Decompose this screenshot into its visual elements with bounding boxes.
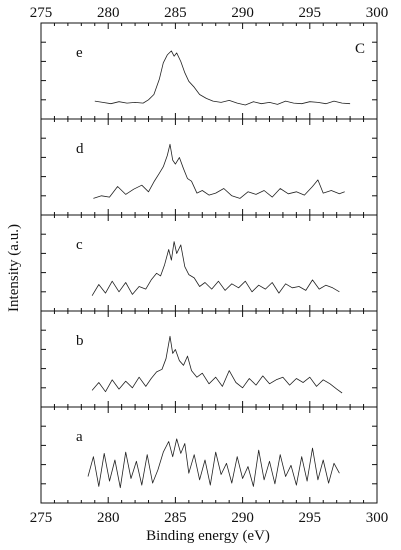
- x-axis-label: Binding energy (eV): [146, 528, 270, 544]
- x-tick-label-bottom: 275: [30, 510, 53, 526]
- panel-label-e: e: [76, 45, 83, 61]
- panel-frame-b: [40, 310, 378, 408]
- x-tick-label-top: 290: [231, 5, 254, 21]
- series-line-c: [91, 241, 340, 296]
- spectra-series: [87, 50, 351, 489]
- panel-label-a: a: [76, 429, 83, 445]
- panel-label-c: c: [76, 237, 83, 253]
- x-tick-label-top: 295: [299, 5, 322, 21]
- x-tick-label-bottom: 285: [164, 510, 187, 526]
- series-line-e: [94, 50, 351, 106]
- panel-labels: e d c b a: [76, 45, 84, 445]
- series-line-d: [93, 143, 345, 199]
- axis-ticks: 275 275 280 280 285 285 290 290 295 295 300 300: [30, 5, 389, 526]
- x-tick-label-bottom: 300: [366, 510, 389, 526]
- panel-label-b: b: [76, 333, 84, 349]
- x-tick-label-top: 300: [366, 5, 389, 21]
- series-line-b: [91, 335, 343, 394]
- panel-frame-d: [40, 118, 378, 216]
- x-tick-label-bottom: 290: [231, 510, 254, 526]
- panel-label-d: d: [76, 141, 84, 157]
- element-label: C: [355, 41, 365, 57]
- panel-frame-e: [40, 22, 378, 120]
- plot-frame: [40, 22, 378, 504]
- panel-frame-a: [40, 406, 378, 504]
- x-tick-label-bottom: 280: [97, 510, 120, 526]
- x-tick-label-top: 285: [164, 5, 187, 21]
- y-axis-label: Intensity (a.u.): [6, 224, 22, 312]
- panel-frame-c: [40, 214, 378, 312]
- x-tick-label-bottom: 295: [299, 510, 322, 526]
- x-tick-label-top: 275: [30, 5, 53, 21]
- x-tick-label-top: 280: [97, 5, 120, 21]
- series-line-a: [87, 438, 340, 489]
